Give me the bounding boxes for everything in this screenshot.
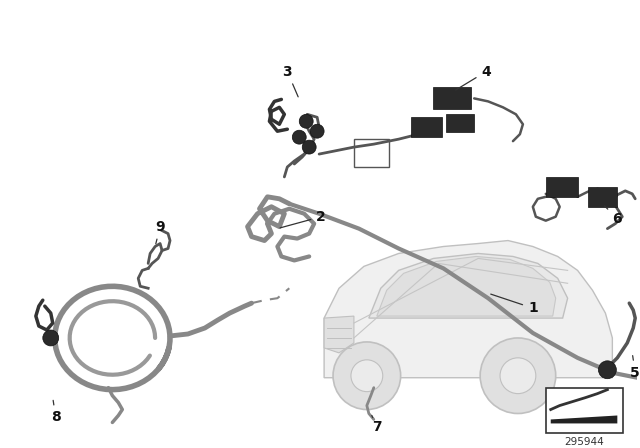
Text: 1: 1 — [491, 294, 538, 315]
Polygon shape — [369, 254, 568, 318]
Circle shape — [333, 342, 401, 409]
Circle shape — [598, 361, 616, 379]
Polygon shape — [551, 415, 618, 423]
Polygon shape — [377, 256, 556, 316]
Circle shape — [480, 338, 556, 414]
Bar — [546, 177, 577, 197]
Circle shape — [292, 130, 306, 144]
Polygon shape — [324, 241, 612, 378]
Circle shape — [300, 114, 313, 128]
Text: 2: 2 — [280, 210, 326, 228]
Circle shape — [43, 330, 59, 346]
Circle shape — [351, 360, 383, 392]
Bar — [446, 114, 474, 132]
Bar — [588, 187, 618, 207]
Text: 8: 8 — [51, 401, 61, 424]
Bar — [411, 117, 442, 137]
Bar — [546, 388, 623, 433]
Text: 9: 9 — [156, 220, 165, 244]
Bar — [354, 139, 388, 167]
Text: 7: 7 — [372, 415, 381, 435]
Circle shape — [310, 124, 324, 138]
Circle shape — [302, 140, 316, 154]
Text: 3: 3 — [282, 65, 298, 97]
Text: 6: 6 — [604, 206, 622, 226]
Text: 5: 5 — [630, 356, 640, 380]
Text: 4: 4 — [456, 65, 491, 90]
Circle shape — [500, 358, 536, 394]
Bar — [433, 87, 471, 109]
Text: 295944: 295944 — [564, 437, 604, 448]
Polygon shape — [324, 316, 354, 353]
